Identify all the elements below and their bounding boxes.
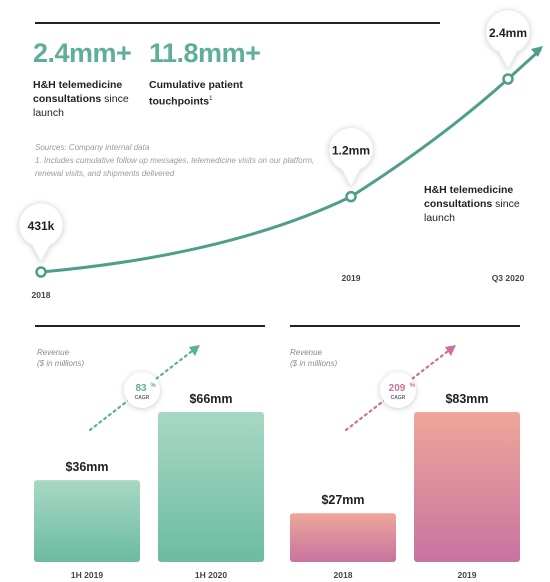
right-panel-rule — [290, 325, 520, 327]
left-category-2: 1H 2020 — [195, 570, 227, 580]
line-chart-caption-bold: H&H telemedicine consultations — [424, 184, 514, 210]
sources-line-2: 1. Includes cumulative follow up message… — [35, 156, 315, 165]
left-revenue-label-line1: Revenue — [37, 348, 70, 357]
data-callout-1 — [18, 202, 64, 264]
sources-line-1: Sources: Company internal data — [35, 143, 150, 152]
line-chart-caption: H&H telemedicine consultations since lau… — [424, 183, 534, 225]
right-cagr-badge — [380, 372, 416, 408]
line-chart: 431k 1.2mm 2.4mm 2018 2019 Q3 2020 — [18, 9, 543, 300]
stat-consultations-caption: H&H telemedicine consultations since lau… — [33, 78, 133, 120]
sources-note: Sources: Company internal data 1. Includ… — [35, 141, 365, 180]
stat-touchpoints-footnote-mark: 1 — [209, 96, 213, 102]
data-point-1 — [35, 266, 47, 278]
left-cagr-label: CAGR — [135, 395, 150, 401]
data-label-1: 431k — [28, 219, 55, 233]
left-cagr-arrowhead — [189, 345, 200, 356]
data-label-2: 1.2mm — [332, 144, 370, 158]
right-bar-label-1: $27mm — [321, 493, 364, 507]
line-arrowhead — [531, 46, 543, 57]
left-revenue-label-line2: ($ in millions) — [37, 359, 85, 368]
left-bar-1 — [34, 480, 140, 562]
data-point-2 — [345, 190, 357, 203]
sources-line-3: renewal visits, and shipments delivered — [35, 169, 175, 178]
right-cagr-label: CAGR — [391, 395, 406, 401]
data-callout-2 — [328, 127, 374, 188]
left-bar-2 — [158, 412, 264, 562]
left-bar-label-1: $36mm — [65, 460, 108, 474]
stat-touchpoints-value: 11.8mm+ — [149, 38, 261, 68]
right-cagr-value: 209 — [389, 383, 406, 394]
left-cagr-value: 83 — [135, 383, 147, 394]
bar-chart-right: $27mm 2018 $83mm 2019 209 % CAGR — [290, 345, 520, 580]
right-bar-label-2: $83mm — [445, 392, 488, 406]
right-category-2: 2019 — [458, 570, 477, 580]
x-tick-label-2: 2019 — [342, 273, 361, 283]
right-revenue-label: Revenue ($ in millions) — [290, 347, 337, 369]
data-point-3 — [502, 73, 514, 85]
stat-consultations-caption-rest: since launch — [33, 93, 129, 119]
right-bar-2 — [414, 412, 520, 562]
top-rule — [35, 22, 440, 24]
data-label-3: 2.4mm — [489, 26, 527, 40]
line-series — [39, 48, 542, 274]
right-category-1: 2018 — [334, 570, 353, 580]
stat-touchpoints-caption-bold: Cumulative patient touchpoints — [149, 79, 243, 108]
stat-consultations-value: 2.4mm+ — [33, 38, 132, 68]
line-chart-caption-rest: since launch — [424, 198, 520, 224]
data-callout-3 — [485, 9, 531, 71]
stat-consultations-caption-bold: H&H telemedicine consultations — [33, 79, 123, 105]
left-revenue-label: Revenue ($ in millions) — [37, 347, 84, 369]
stat-touchpoints-caption: Cumulative patient touchpoints1 — [149, 78, 269, 109]
right-revenue-label-line1: Revenue — [290, 348, 323, 357]
right-cagr-unit: % — [410, 383, 416, 389]
x-tick-label-3: Q3 2020 — [492, 273, 525, 283]
bar-chart-left: $36mm 1H 2019 $66mm 1H 2020 83 %CAGR — [34, 345, 264, 580]
left-panel-rule — [35, 325, 265, 327]
left-bar-label-2: $66mm — [189, 392, 232, 406]
left-category-1: 1H 2019 — [71, 570, 103, 580]
right-revenue-label-line2: ($ in millions) — [290, 359, 338, 368]
left-cagr-badge — [124, 372, 160, 408]
right-cagr-arrowhead — [445, 345, 456, 356]
x-tick-label-1: 2018 — [32, 290, 51, 300]
right-bar-1 — [290, 513, 396, 562]
left-cagr-unit: % — [150, 383, 156, 389]
